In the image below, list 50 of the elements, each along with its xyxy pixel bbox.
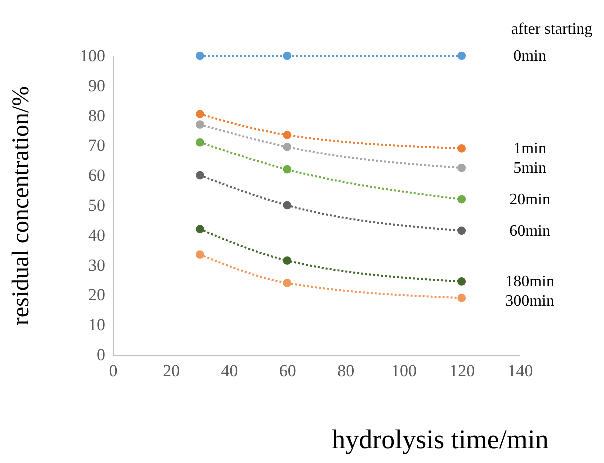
- y-tick-label: 20: [88, 286, 106, 305]
- text: 1min: [514, 140, 546, 158]
- text: 60min: [510, 222, 550, 240]
- x-tick-label: 120: [450, 362, 476, 380]
- point: [458, 195, 466, 204]
- point: [196, 250, 204, 260]
- point: [283, 279, 292, 288]
- point: [196, 52, 204, 60]
- x-tick-label: 40: [221, 362, 238, 380]
- text: 20min: [510, 192, 550, 209]
- y-tick-label: 60: [88, 166, 106, 186]
- x-tick-label: 140: [508, 362, 534, 380]
- text: 5min: [514, 160, 546, 178]
- point: [196, 225, 204, 234]
- text: 0min: [514, 48, 546, 65]
- x-axis-title: hydrolysis time/min: [332, 424, 550, 454]
- y-tick-label: 0: [97, 346, 106, 364]
- point: [196, 138, 204, 147]
- point: [196, 110, 204, 118]
- y-axis-title: residual concentration/%: [8, 86, 34, 326]
- x-tick-label: 100: [391, 362, 417, 380]
- text: 180min: [506, 274, 554, 291]
- y-tick-label: 80: [88, 106, 106, 126]
- point: [283, 52, 292, 60]
- point: [458, 52, 466, 60]
- y-tick-label: 70: [88, 136, 106, 156]
- point: [458, 164, 466, 172]
- x-tick-label: 60: [279, 362, 296, 380]
- y-tick-label: 100: [80, 46, 106, 66]
- y-tick-label: 30: [88, 256, 106, 275]
- x-tick-label: 20: [163, 362, 180, 380]
- point: [458, 226, 466, 236]
- y-tick-label: 10: [88, 316, 106, 335]
- point: [283, 143, 292, 152]
- point: [196, 120, 204, 129]
- point: [458, 144, 466, 153]
- y-tick-label: 40: [88, 226, 106, 245]
- point: [283, 256, 292, 265]
- x-tick-label: 0: [109, 362, 118, 380]
- x-tick-label: 80: [338, 362, 355, 380]
- legend-title: after starting: [511, 21, 593, 38]
- point: [458, 278, 466, 286]
- point: [458, 294, 466, 302]
- point: [196, 171, 204, 180]
- point: [283, 201, 292, 210]
- y-tick-label: 50: [88, 196, 106, 215]
- point: [283, 131, 292, 140]
- y-tick-label: 90: [88, 76, 106, 96]
- point: [283, 165, 292, 174]
- text: 300min: [506, 293, 554, 310]
